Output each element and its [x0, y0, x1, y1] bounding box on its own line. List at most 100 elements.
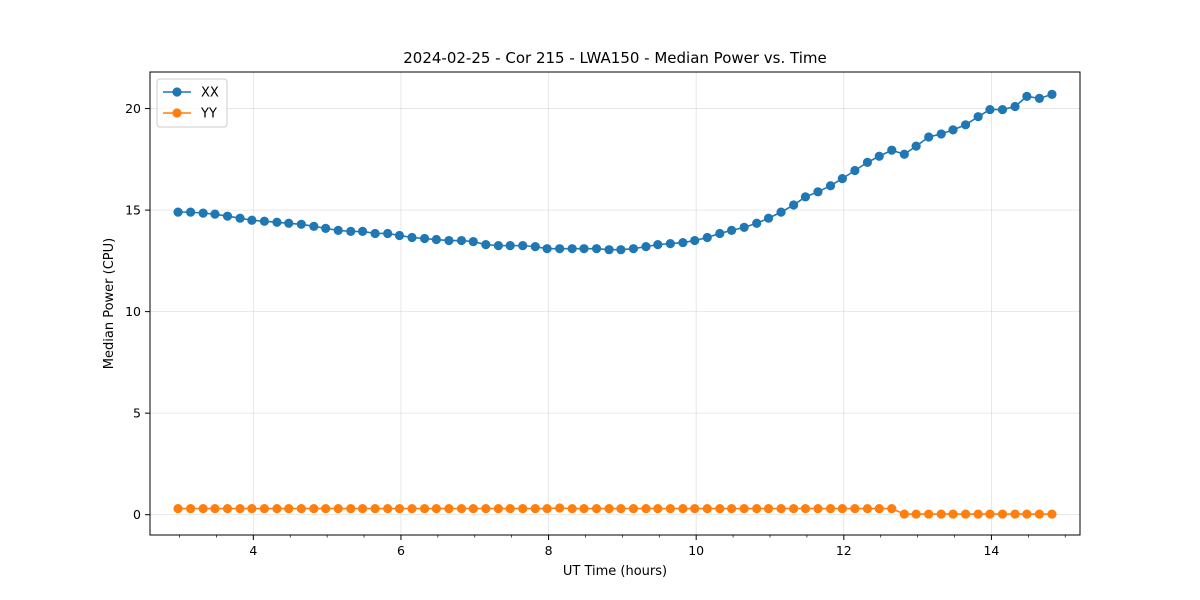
- data-point: [1010, 509, 1020, 519]
- data-point: [789, 200, 799, 210]
- data-point: [1034, 509, 1045, 519]
- data-point: [653, 240, 663, 250]
- data-point: [776, 504, 786, 514]
- data-point: [284, 218, 294, 228]
- plot-frame: [149, 71, 1081, 536]
- data-point: [247, 215, 257, 225]
- data-point: [936, 129, 946, 139]
- y-tick-label: 5: [133, 406, 141, 421]
- data-point: [505, 241, 515, 251]
- data-point: [530, 504, 540, 514]
- data-point: [579, 244, 589, 254]
- data-point: [456, 235, 467, 246]
- data-point: [407, 504, 417, 514]
- data-point: [370, 228, 380, 239]
- data-point: [973, 509, 983, 519]
- data-point: [1047, 89, 1057, 99]
- data-point: [1022, 509, 1032, 519]
- data-point: [825, 504, 836, 514]
- data-point: [702, 232, 712, 243]
- data-point: [763, 213, 774, 223]
- data-point: [948, 125, 958, 135]
- data-point: [346, 226, 356, 237]
- x-tick-label: 4: [249, 543, 257, 558]
- data-point: [789, 504, 799, 514]
- data-point: [210, 504, 220, 514]
- x-axis-label: UT Time (hours): [563, 564, 667, 579]
- legend-entry: XX: [163, 86, 219, 101]
- data-point: [837, 504, 847, 514]
- data-point: [727, 504, 737, 514]
- data-point: [383, 228, 393, 239]
- data-point: [481, 504, 491, 514]
- x-tick-label: 8: [545, 543, 553, 558]
- data-point: [567, 244, 577, 254]
- data-point: [321, 223, 331, 233]
- data-point: [481, 240, 491, 250]
- data-point: [222, 504, 233, 514]
- data-point: [960, 509, 971, 519]
- data-point: [185, 504, 196, 514]
- data-point: [911, 141, 921, 151]
- data-point: [444, 504, 454, 514]
- data-point: [272, 217, 282, 227]
- data-point: [899, 509, 909, 519]
- data-point: [739, 504, 749, 514]
- data-point: [936, 509, 946, 519]
- x-tick-label: 6: [397, 543, 405, 558]
- data-point: [665, 504, 675, 514]
- data-point: [468, 236, 478, 247]
- data-point: [419, 504, 430, 514]
- data-point: [555, 503, 565, 513]
- data-point: [678, 504, 688, 514]
- series-yy: [173, 503, 1057, 519]
- data-point: [825, 181, 836, 191]
- data-point: [628, 244, 639, 254]
- data-point: [1022, 91, 1032, 101]
- data-point: [259, 216, 270, 226]
- data-point: [678, 237, 688, 248]
- data-point: [518, 504, 528, 514]
- data-point: [997, 104, 1008, 115]
- data-point: [973, 112, 983, 122]
- data-point: [813, 187, 823, 197]
- data-point: [616, 504, 626, 514]
- data-point: [800, 192, 811, 202]
- data-point: [862, 504, 873, 514]
- data-point: [346, 504, 356, 514]
- data-point: [173, 207, 183, 217]
- data-point: [333, 225, 343, 235]
- data-point: [727, 225, 737, 235]
- data-point: [653, 504, 663, 514]
- data-point: [911, 509, 921, 519]
- data-point: [357, 226, 368, 237]
- data-point: [530, 242, 540, 252]
- data-point: [272, 504, 282, 514]
- data-point: [739, 222, 749, 232]
- data-point: [370, 504, 380, 514]
- data-point: [296, 504, 306, 514]
- legend-label: YY: [200, 107, 217, 122]
- data-point: [383, 504, 393, 514]
- data-point: [641, 504, 651, 514]
- data-point: [542, 504, 552, 514]
- data-point: [604, 245, 614, 255]
- plot-series: [173, 89, 1057, 519]
- x-tick-label: 14: [983, 543, 999, 558]
- data-point: [960, 120, 971, 130]
- series-xx: [173, 89, 1057, 255]
- data-point: [887, 145, 897, 155]
- data-point: [198, 504, 208, 514]
- data-point: [555, 244, 565, 254]
- data-point: [591, 504, 602, 514]
- data-point: [628, 504, 639, 514]
- y-tick-label: 0: [133, 507, 141, 522]
- legend-label: XX: [201, 86, 219, 101]
- x-tick-label: 10: [688, 543, 704, 558]
- data-point: [752, 218, 762, 228]
- data-point: [924, 132, 934, 142]
- legend-marker: [172, 87, 182, 97]
- data-point: [715, 228, 725, 239]
- data-point: [493, 241, 503, 251]
